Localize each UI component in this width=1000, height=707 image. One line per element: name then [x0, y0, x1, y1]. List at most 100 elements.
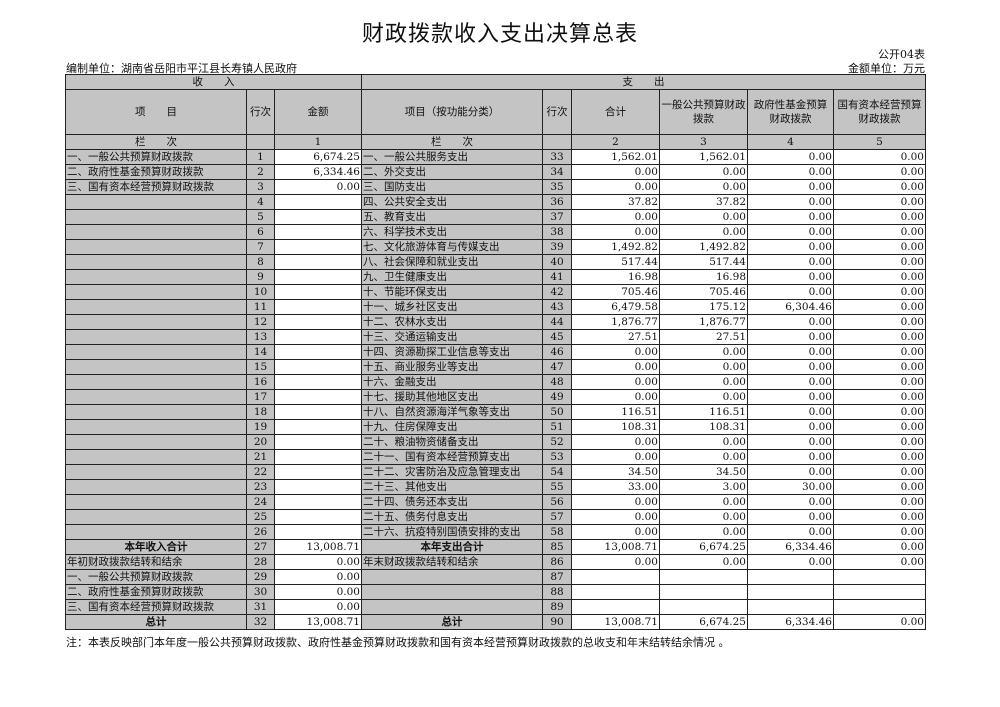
- income-amount: [274, 434, 362, 450]
- general-header: 一般公共预算财政拨款: [659, 89, 748, 135]
- expense-state: 0.00: [833, 179, 926, 195]
- income-item: 二、政府性基金预算财政拨款: [65, 584, 247, 600]
- income-item: [65, 209, 247, 225]
- income-row-no: 24: [246, 494, 275, 510]
- expense-total: [571, 569, 660, 585]
- income-amount: 0.00: [274, 584, 362, 600]
- expense-item: 本年支出合计: [361, 539, 543, 555]
- empty-cell: [246, 134, 275, 150]
- income-amount: 13,008.71: [274, 539, 362, 555]
- income-item: [65, 449, 247, 465]
- expense-general: 175.12: [659, 299, 748, 315]
- income-row-no: 11: [246, 299, 275, 315]
- income-item: 本年收入合计: [65, 539, 247, 555]
- income-item: 年初财政拨款结转和结余: [65, 554, 247, 570]
- income-amount: 0.00: [274, 599, 362, 615]
- table-row: 16 十六、金融支出 48 0.00 0.00 0.00 0.00: [65, 374, 926, 390]
- expense-fund: 0.00: [747, 434, 834, 450]
- expense-item: 二十一、国有资本经营预算支出: [361, 449, 543, 465]
- income-amount: [274, 524, 362, 540]
- expense-general: [659, 584, 748, 600]
- income-amount: [274, 329, 362, 345]
- table-row: 4 四、公共安全支出 36 37.82 37.82 0.00 0.00: [65, 194, 926, 210]
- expense-fund: 6,334.46: [747, 614, 834, 630]
- income-row-no: 30: [246, 584, 275, 600]
- income-row-no: 14: [246, 344, 275, 360]
- expense-fund: 0.00: [747, 239, 834, 255]
- expense-general: 0.00: [659, 359, 748, 375]
- income-row-no: 23: [246, 479, 275, 495]
- expense-state: [833, 584, 926, 600]
- income-row-no: 13: [246, 329, 275, 345]
- income-amount: [274, 479, 362, 495]
- expense-state: 0.00: [833, 479, 926, 495]
- expense-row-no: 45: [542, 329, 572, 345]
- expense-row-no: 49: [542, 389, 572, 405]
- income-item: [65, 389, 247, 405]
- expense-state: 0.00: [833, 419, 926, 435]
- table-row: 21 二十一、国有资本经营预算支出 53 0.00 0.00 0.00 0.00: [65, 449, 926, 465]
- expense-total: 0.00: [571, 449, 660, 465]
- income-item: [65, 284, 247, 300]
- table-row: 9 九、卫生健康支出 41 16.98 16.98 0.00 0.00: [65, 269, 926, 285]
- expense-row-no: 58: [542, 524, 572, 540]
- expense-state: 0.00: [833, 209, 926, 225]
- income-row-no: 32: [246, 614, 275, 630]
- expense-fund: 0.00: [747, 389, 834, 405]
- income-amount: [274, 269, 362, 285]
- col-num: 2: [571, 134, 660, 150]
- expense-general: [659, 569, 748, 585]
- table-row: 三、国有资本经营预算财政拨款 3 0.00 三、国防支出 35 0.00 0.00 0.00 0…: [65, 179, 926, 195]
- income-amount: [274, 239, 362, 255]
- expense-row-no: 34: [542, 164, 572, 180]
- expense-item: 十九、住房保障支出: [361, 419, 543, 435]
- amount-header: 金额: [274, 89, 362, 135]
- expense-item: 十四、资源勘探工业信息等支出: [361, 344, 543, 360]
- expense-general: 1,562.01: [659, 149, 748, 165]
- income-item: [65, 299, 247, 315]
- expense-item: 年末财政拨款结转和结余: [361, 554, 543, 570]
- income-amount: [274, 284, 362, 300]
- income-amount: [274, 254, 362, 270]
- state-header: 国有资本经营预算财政拨款: [833, 89, 926, 135]
- income-amount: [274, 509, 362, 525]
- func-item-header: 项目（按功能分类）: [361, 89, 543, 135]
- expense-total: 37.82: [571, 194, 660, 210]
- income-row-no: 31: [246, 599, 275, 615]
- income-item: [65, 434, 247, 450]
- table-row: 6 六、科学技术支出 38 0.00 0.00 0.00 0.00: [65, 224, 926, 240]
- expense-general: 0.00: [659, 434, 748, 450]
- expense-total: 705.46: [571, 284, 660, 300]
- expense-total: 0.00: [571, 509, 660, 525]
- expense-total: 34.50: [571, 464, 660, 480]
- expense-fund: 0.00: [747, 509, 834, 525]
- expense-fund: 0.00: [747, 149, 834, 165]
- expense-item: 十五、商业服务业等支出: [361, 359, 543, 375]
- income-row-no: 21: [246, 449, 275, 465]
- expense-total: 27.51: [571, 329, 660, 345]
- expense-item: [361, 599, 543, 615]
- income-item: [65, 329, 247, 345]
- expense-item: 七、文化旅游体育与传媒支出: [361, 239, 543, 255]
- table-row: 12 十二、农林水支出 44 1,876.77 1,876.77 0.00 0.00: [65, 314, 926, 330]
- expense-row-no: 38: [542, 224, 572, 240]
- income-row-no: 17: [246, 389, 275, 405]
- col-label: 栏 次: [65, 134, 247, 150]
- expense-total: 0.00: [571, 434, 660, 450]
- expense-fund: 0.00: [747, 254, 834, 270]
- expense-general: 0.00: [659, 509, 748, 525]
- fund-header: 政府性基金预算财政拨款: [747, 89, 834, 135]
- col-label: 栏 次: [361, 134, 543, 150]
- table-row: 26 二十六、抗疫特别国债安排的支出 58 0.00 0.00 0.00 0.00: [65, 524, 926, 540]
- income-amount: [274, 344, 362, 360]
- expense-item: 十二、农林水支出: [361, 314, 543, 330]
- income-row-no: 15: [246, 359, 275, 375]
- expense-fund: 0.00: [747, 449, 834, 465]
- col-num: 5: [833, 134, 926, 150]
- expense-state: 0.00: [833, 284, 926, 300]
- table-row: 18 十八、自然资源海洋气象等支出 50 116.51 116.51 0.00 0.00: [65, 404, 926, 420]
- total-header: 合计: [571, 89, 660, 135]
- income-amount: [274, 404, 362, 420]
- income-row-no: 26: [246, 524, 275, 540]
- income-row-no: 8: [246, 254, 275, 270]
